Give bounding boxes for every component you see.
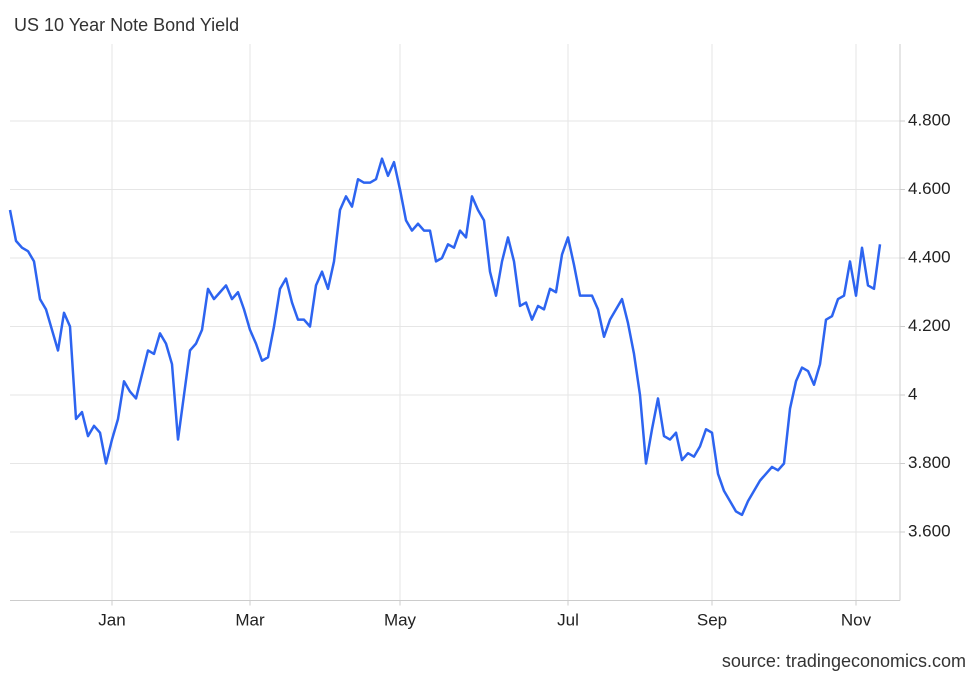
y-tick-label: 4.400	[908, 247, 951, 266]
y-tick-label: 4.600	[908, 179, 951, 198]
source: source: tradingeconomics.com	[722, 651, 966, 671]
y-tick-label: 3.800	[908, 453, 951, 472]
chart-title: US 10 Year Note Bond Yield	[14, 15, 239, 35]
x-tick-label: Sep	[697, 610, 727, 629]
x-tick-label: Jul	[557, 610, 579, 629]
x-tick-label: Mar	[235, 610, 265, 629]
line-series	[8, 157, 882, 517]
y-tick-label: 4.800	[908, 110, 951, 129]
y-tick-label: 3.600	[908, 521, 951, 540]
x-tick-label: Nov	[841, 610, 872, 629]
y-tick-label: 4	[908, 384, 917, 403]
y-tick-label: 4.200	[908, 316, 951, 335]
x-tick-label: Jan	[98, 610, 125, 629]
x-tick-label: May	[384, 610, 417, 629]
